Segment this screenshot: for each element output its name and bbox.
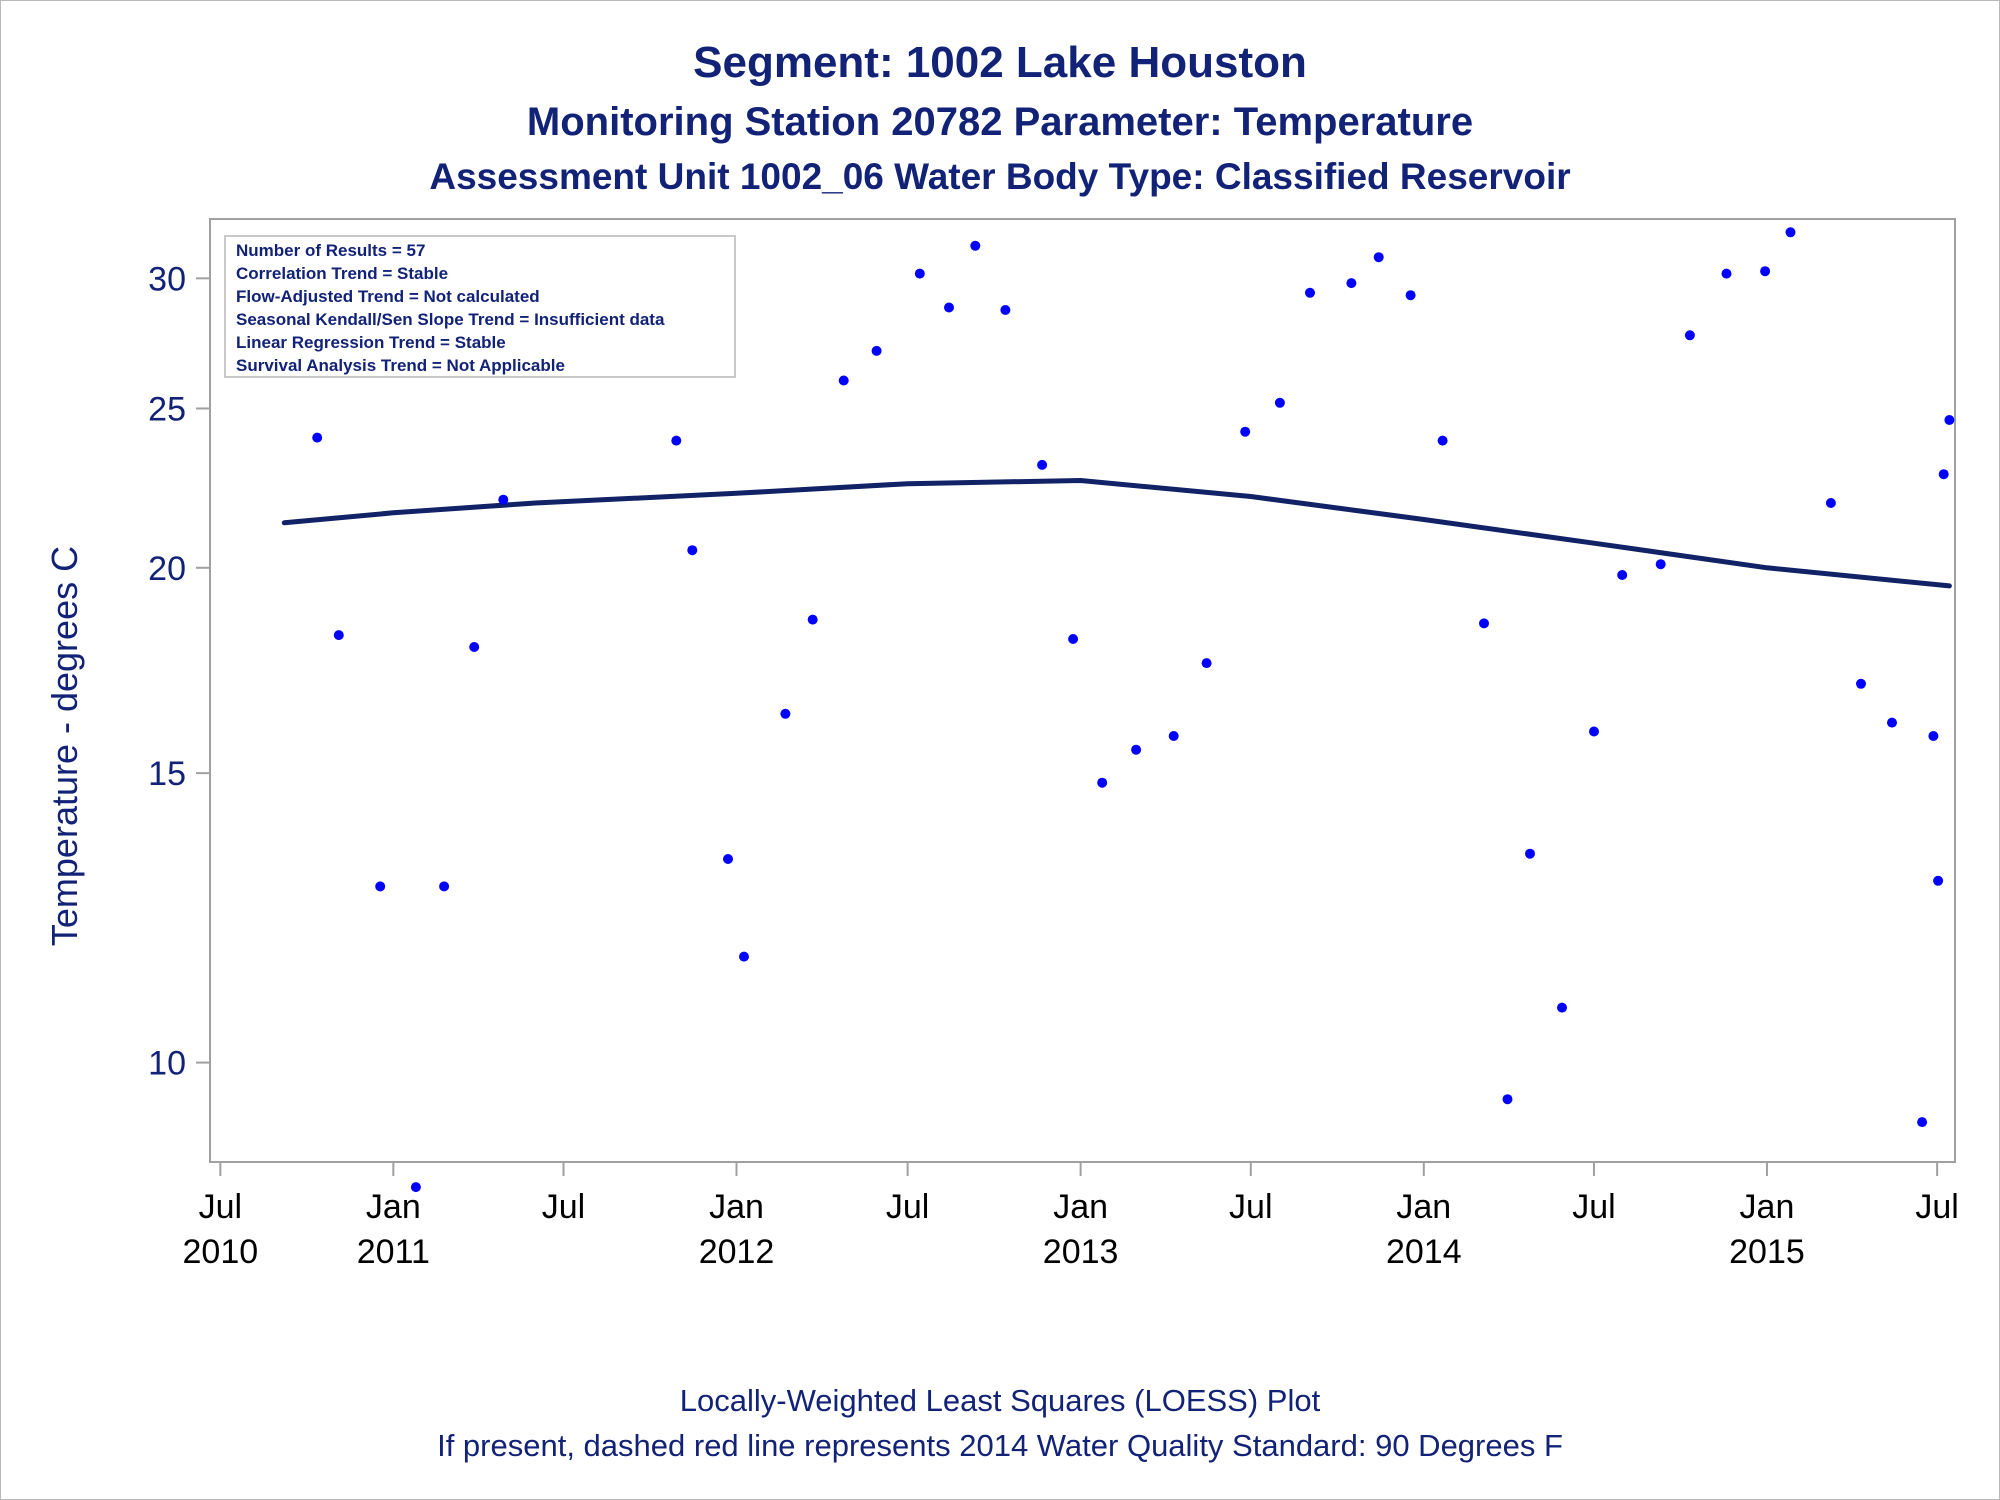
data-point [1502, 1094, 1513, 1105]
data-point [944, 302, 954, 313]
loess-line [281, 478, 1952, 589]
footnote-method: Locally-Weighted Least Squares (LOESS) P… [679, 1383, 1321, 1418]
data-point [1933, 875, 1944, 886]
stat-line-survival-analysis: Survival Analysis Trend = Not Applicable [236, 356, 565, 375]
y-tick-label: 15 [148, 755, 186, 793]
stat-line-results: Number of Results = 57 [236, 241, 425, 260]
stat-line-linear-regression: Linear Regression Trend = Stable [236, 333, 506, 352]
data-point [1437, 435, 1448, 446]
data-point [1938, 469, 1949, 480]
data-point [838, 375, 849, 386]
x-tick-label-month: Jul [1572, 1188, 1615, 1226]
chart-subtitle-station: Monitoring Station 20782 Parameter: Temp… [526, 100, 1474, 144]
data-point [1305, 287, 1315, 298]
data-point [1887, 717, 1897, 728]
x-tick-label-year: 2013 [1043, 1233, 1119, 1271]
y-tick-label: 10 [148, 1045, 186, 1083]
data-point [1721, 268, 1732, 279]
data-point [1240, 426, 1251, 437]
data-point [970, 240, 981, 251]
data-point [1405, 290, 1416, 301]
data-point [333, 630, 344, 641]
x-tick-label-month: Jul [199, 1188, 242, 1226]
x-tick-label-month: Jan [1396, 1188, 1451, 1226]
chart-title: Segment: 1002 Lake Houston [693, 38, 1307, 87]
data-point [1274, 397, 1285, 408]
x-tick-label-month: Jul [1229, 1188, 1272, 1226]
y-tick-label: 25 [148, 390, 186, 428]
data-point [1655, 559, 1666, 570]
data-point [1589, 726, 1599, 737]
data-point [1944, 415, 1955, 425]
data-point [498, 494, 509, 505]
data-point [1785, 227, 1796, 238]
stat-line-flow-adjusted: Flow-Adjusted Trend = Not calculated [236, 287, 540, 306]
stat-line-correlation: Correlation Trend = Stable [236, 264, 448, 283]
data-point [1617, 570, 1628, 580]
footnote-standard: If present, dashed red line represents 2… [437, 1428, 1563, 1463]
data-point [1131, 744, 1142, 755]
data-point [1000, 305, 1011, 315]
x-tick-label-month: Jul [886, 1188, 929, 1226]
data-point [1097, 777, 1108, 788]
data-point [671, 435, 682, 446]
data-point [375, 881, 386, 892]
stat-line-seasonal-kendall: Seasonal Kendall/Sen Slope Trend = Insuf… [236, 310, 665, 329]
data-point [312, 432, 323, 443]
x-tick-label-month: Jan [366, 1188, 421, 1226]
data-point [1825, 498, 1836, 508]
chart-subtitle-assessment: Assessment Unit 1002_06 Water Body Type:… [429, 156, 1571, 197]
x-tick-label-year: 2010 [183, 1233, 259, 1271]
data-point [1928, 731, 1939, 741]
axis-ticks: 10 15 20 25 30 Jul 2010 Jan 2011 Jul Jan 2012 Jul Jan… [148, 260, 1959, 1271]
x-tick-label-month: Jul [1915, 1188, 1958, 1226]
plot-area [209, 218, 1956, 1163]
data-point [1201, 658, 1212, 669]
data-point [1557, 1002, 1567, 1013]
y-tick-label: 20 [148, 550, 186, 588]
data-point [1373, 252, 1384, 263]
data-point [1479, 618, 1489, 629]
x-tick-label-month: Jan [709, 1188, 764, 1226]
data-point [1168, 731, 1179, 741]
data-point [1068, 634, 1079, 644]
data-point [1856, 678, 1866, 689]
data-point [723, 854, 733, 864]
data-point [439, 881, 450, 892]
data-point [1684, 330, 1695, 341]
data-point [1917, 1117, 1928, 1128]
data-point [1760, 266, 1771, 277]
data-point [807, 614, 818, 625]
x-tick-label-month: Jul [542, 1188, 585, 1226]
data-point [469, 642, 480, 652]
data-point [739, 951, 749, 962]
data-point [871, 345, 882, 356]
data-point [780, 708, 791, 719]
x-tick-label-year: 2014 [1386, 1233, 1462, 1271]
x-tick-label-month: Jan [1740, 1188, 1795, 1226]
x-tick-label-year: 2012 [699, 1233, 775, 1271]
data-point [410, 1182, 421, 1193]
x-tick-label-year: 2015 [1729, 1233, 1805, 1271]
stats-box: Number of Results = 57 Correlation Trend… [224, 235, 736, 378]
y-axis-label: Temperature - degrees C [44, 546, 85, 946]
x-tick-label-month: Jan [1053, 1188, 1108, 1226]
chart-marks [279, 227, 1955, 1193]
y-tick-label: 30 [148, 260, 186, 298]
data-point [1525, 848, 1535, 859]
data-point [1346, 278, 1357, 289]
x-tick-label-year: 2011 [357, 1233, 430, 1271]
data-point [914, 268, 925, 279]
data-point [1037, 459, 1048, 470]
data-point [687, 545, 698, 556]
